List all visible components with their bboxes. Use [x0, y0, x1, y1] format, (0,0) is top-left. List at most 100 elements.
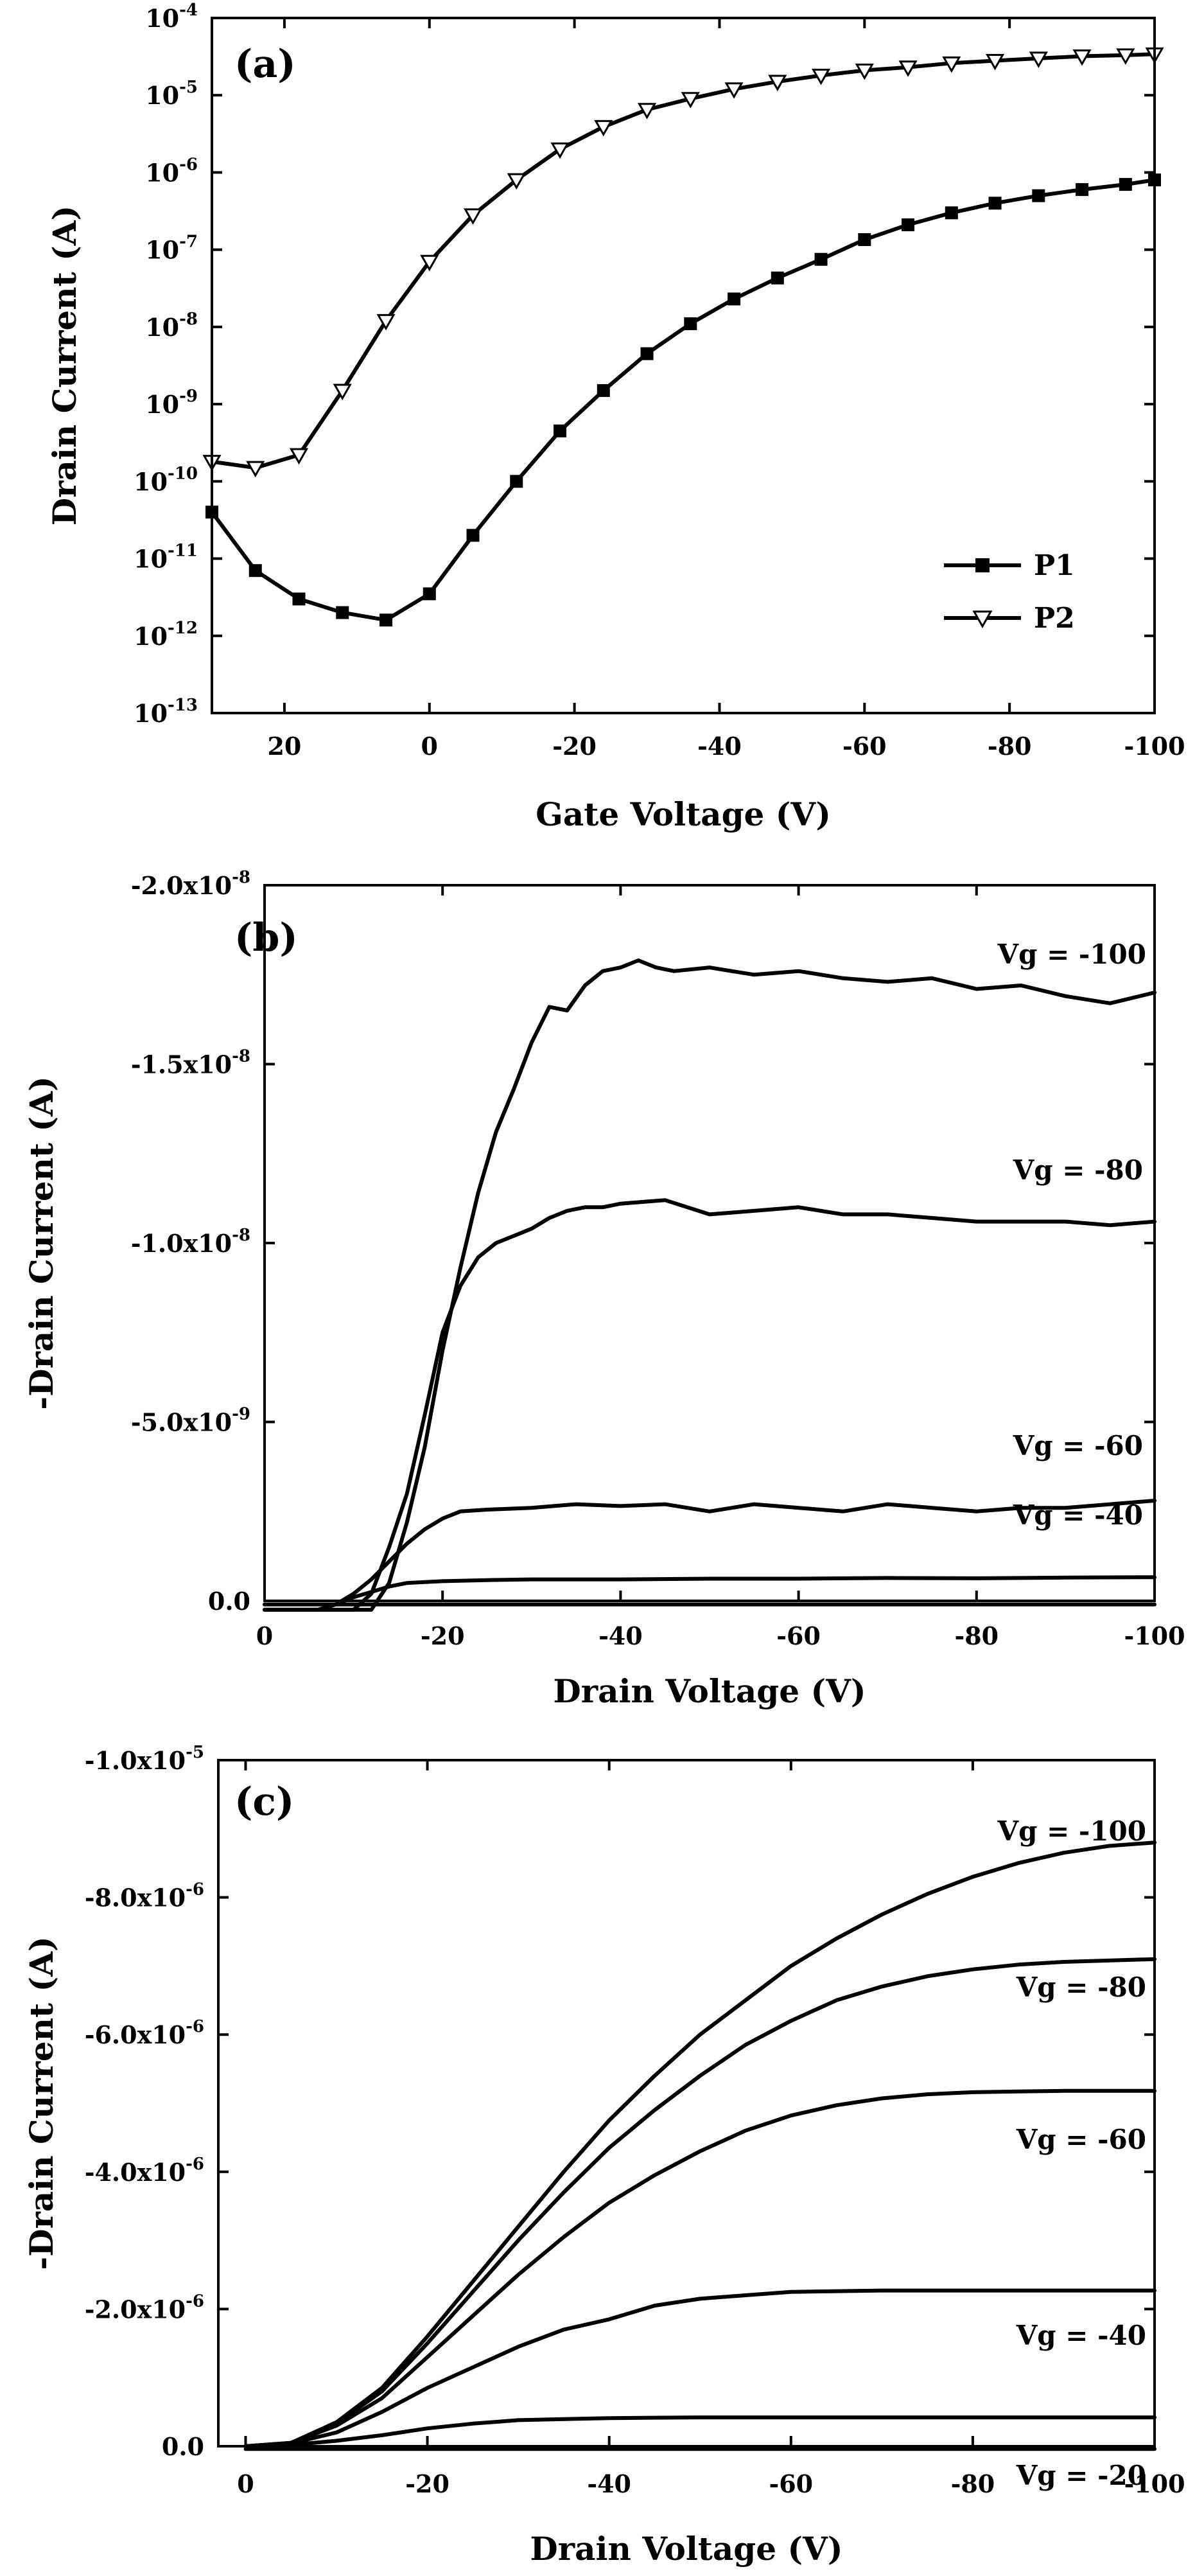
chart-panel: 0 -20 -40 -60 -80 -1000.0-5.0x10-9-1.0x10-8-1…	[22, 868, 1185, 1710]
series-label: Vg = -60	[1013, 1430, 1143, 1461]
legend-marker	[975, 558, 990, 572]
data-point	[681, 92, 700, 109]
y-tick-label-exponent: -6	[186, 2291, 204, 2311]
y-tick-label-base: 10	[145, 4, 179, 33]
data-point	[292, 592, 306, 606]
plot-frame	[211, 17, 1156, 714]
y-tick-label-base: -4.0x10	[85, 2158, 186, 2187]
data-point	[1119, 178, 1132, 191]
data-point	[640, 347, 654, 360]
data-point	[945, 206, 958, 220]
y-tick-label: 10-11	[134, 542, 198, 574]
y-tick-label-exponent: -6	[179, 155, 198, 174]
data-point	[550, 142, 570, 159]
data-point	[728, 292, 741, 306]
x-tick-label: -80	[954, 1621, 999, 1650]
y-tick-label-base: 10	[145, 81, 179, 110]
series-line-vg-100	[243, 1840, 1156, 2448]
y-tick-label: 10-5	[145, 78, 198, 110]
series-line-vg-80	[263, 1198, 1156, 1612]
y-tick-label: -8.0x10-6	[85, 1880, 204, 1912]
y-tick-label: -1.0x10-8	[131, 1226, 250, 1258]
x-tick-label: -60	[769, 2469, 813, 2498]
data-point	[1116, 48, 1135, 65]
series-line-vg-60	[263, 1499, 1156, 1612]
data-point	[420, 254, 439, 272]
data-point	[684, 317, 697, 330]
data-point	[902, 218, 915, 231]
panel-label: (a)	[234, 42, 296, 87]
y-tick-label: 10-4	[145, 1, 198, 33]
y-tick-label: -5.0x10-9	[131, 1405, 250, 1437]
x-tick-label: -40	[598, 1621, 643, 1650]
y-tick-label: -1.0x10-5	[85, 1743, 204, 1775]
y-tick-label-base: 10	[134, 699, 168, 728]
data-point	[336, 606, 349, 619]
y-axis-title: -Drain Current (A)	[22, 1936, 60, 2270]
data-point	[597, 384, 610, 397]
data-point	[507, 173, 526, 190]
series-label: Vg = -80	[1013, 1154, 1143, 1186]
x-tick-label: -80	[988, 732, 1032, 761]
x-tick-label: -40	[587, 2469, 631, 2498]
y-tick-label: 10-10	[134, 464, 198, 496]
series-line-vg-80	[243, 1957, 1156, 2448]
y-tick-label: 10-8	[145, 310, 198, 342]
series-line-vg-40	[243, 2288, 1156, 2448]
legend-marker	[972, 610, 993, 629]
chart-panel: 0 -20 -40 -60 -80 -1000.0-2.0x10-6-4.0x10-6-6…	[22, 1743, 1185, 2568]
data-point	[942, 56, 961, 73]
data-point	[768, 75, 787, 92]
y-tick-label-exponent: -6	[186, 1880, 204, 1900]
y-tick-label: -1.5x10-8	[131, 1047, 250, 1079]
series-label: Vg = -80	[1016, 1972, 1146, 2003]
data-point	[1072, 49, 1092, 66]
y-tick-label: 10-9	[145, 387, 198, 419]
y-tick-label-exponent: -13	[168, 696, 198, 715]
data-point	[510, 475, 523, 488]
y-tick-label: 10-7	[145, 233, 198, 265]
y-tick-label-base: -1.5x10	[131, 1050, 232, 1079]
y-tick-label-base: 10	[145, 313, 179, 342]
series-label: Vg = -100	[997, 1815, 1147, 1847]
series-line-vg-20	[243, 2415, 1156, 2448]
data-point	[1029, 51, 1048, 68]
data-point	[811, 69, 831, 85]
plot-frame	[263, 884, 1156, 1602]
x-tick-label: -60	[842, 732, 887, 761]
x-axis-title: Drain Voltage (V)	[553, 1672, 866, 1710]
data-point	[380, 613, 393, 627]
y-tick-label: 0.0	[208, 1587, 250, 1616]
x-tick-label: -100	[1124, 1621, 1185, 1650]
y-tick-label: -6.0x10-6	[85, 2017, 204, 2049]
series-label: Vg = -60	[1016, 2124, 1146, 2155]
series-line-p1	[210, 178, 1156, 622]
x-tick-label: 0	[237, 2469, 254, 2498]
series-line-p2	[210, 52, 1156, 470]
y-tick-label-exponent: -5	[179, 78, 198, 97]
series-label: Vg = -100	[997, 939, 1147, 970]
y-tick-label-base: 0.0	[162, 2432, 204, 2461]
x-tick-label: -20	[552, 732, 597, 761]
y-tick-label-base: 0.0	[208, 1587, 250, 1616]
x-tick-label: -60	[776, 1621, 821, 1650]
y-tick-label-exponent: -4	[179, 1, 198, 20]
x-axis-title: Drain Voltage (V)	[530, 2530, 842, 2568]
x-tick-label: -80	[951, 2469, 995, 2498]
data-point	[423, 587, 436, 601]
series-line-vg-100	[263, 958, 1156, 1612]
data-point	[249, 564, 262, 578]
y-tick-label: -4.0x10-6	[85, 2155, 204, 2187]
y-tick-label: 0.0	[162, 2432, 204, 2461]
y-tick-label: -2.0x10-6	[85, 2291, 204, 2324]
y-tick-label-base: 10	[145, 390, 179, 419]
y-tick-label: 10-13	[134, 696, 198, 728]
y-tick-label-exponent: -8	[179, 310, 198, 329]
y-tick-label-exponent: -9	[179, 387, 198, 406]
y-axis-title: -Drain Current (A)	[22, 1076, 60, 1409]
data-point	[246, 461, 265, 478]
x-tick-label: 0	[421, 732, 438, 761]
x-tick-label: -20	[405, 2469, 449, 2498]
y-tick-label-base: -8.0x10	[85, 1883, 186, 1912]
series-line-vg-60	[243, 2088, 1156, 2448]
